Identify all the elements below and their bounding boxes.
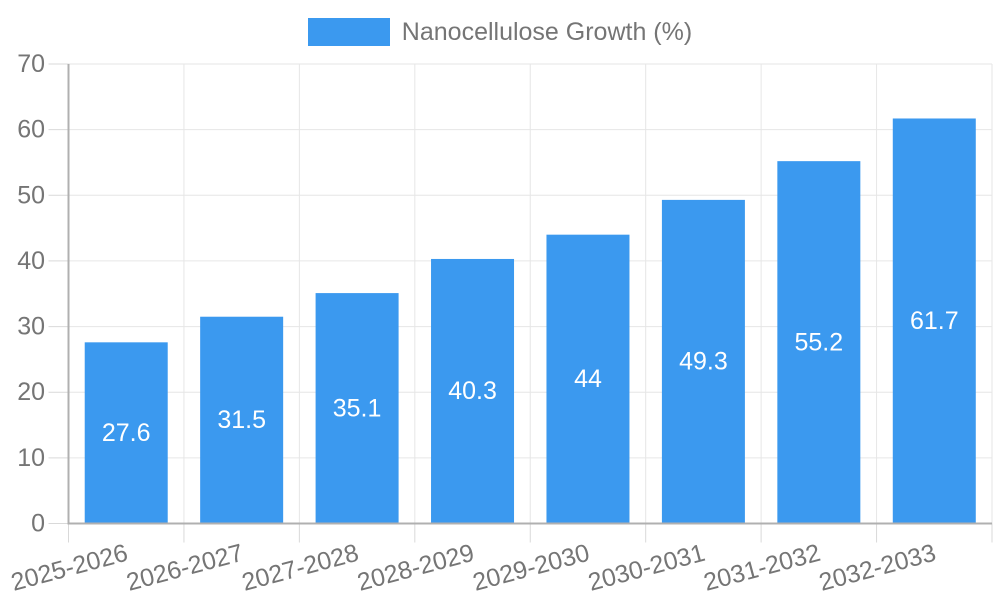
x-axis-category-label: 2027-2028 (239, 539, 362, 597)
bar[interactable] (200, 316, 284, 523)
bar-value-label: 61.7 (910, 307, 959, 335)
y-axis-tick-label: 0 (31, 510, 45, 538)
y-axis-tick-label: 70 (17, 50, 45, 78)
bar[interactable] (431, 258, 515, 523)
bar-value-label: 35.1 (333, 394, 382, 422)
y-axis-tick-label: 50 (17, 181, 45, 209)
bar[interactable] (84, 342, 168, 523)
x-axis-category-label: 2025-2026 (8, 539, 131, 597)
bar-value-label: 40.3 (448, 377, 497, 405)
bar[interactable] (892, 118, 976, 523)
y-axis-tick-label: 60 (17, 116, 45, 144)
chart-legend[interactable]: Nanocellulose Growth (%) (0, 17, 1000, 47)
bar-value-label: 55.2 (795, 328, 844, 356)
x-axis-category-label: 2026-2027 (123, 539, 246, 597)
bar-value-label: 31.5 (217, 406, 266, 434)
x-axis-category-label: 2031-2032 (701, 539, 824, 597)
bar[interactable] (661, 199, 745, 523)
bar[interactable] (546, 234, 630, 523)
bar-value-label: 44 (574, 365, 602, 393)
y-axis-tick-label: 10 (17, 444, 45, 472)
bar-value-label: 27.6 (102, 419, 151, 447)
legend-label: Nanocellulose Growth (%) (401, 17, 693, 46)
y-axis-tick-label: 40 (17, 247, 45, 275)
x-axis-category-label: 2028-2029 (354, 539, 477, 597)
bar[interactable] (777, 161, 861, 523)
x-axis-category-label: 2032-2033 (816, 539, 939, 597)
y-axis-tick-label: 30 (17, 313, 45, 341)
legend-swatch (307, 18, 390, 46)
x-axis-category-label: 2030-2031 (585, 539, 708, 597)
x-axis-category-label: 2029-2030 (470, 539, 593, 597)
bar[interactable] (315, 293, 399, 523)
y-axis-tick-label: 20 (17, 378, 45, 406)
bar-value-label: 49.3 (679, 348, 728, 376)
